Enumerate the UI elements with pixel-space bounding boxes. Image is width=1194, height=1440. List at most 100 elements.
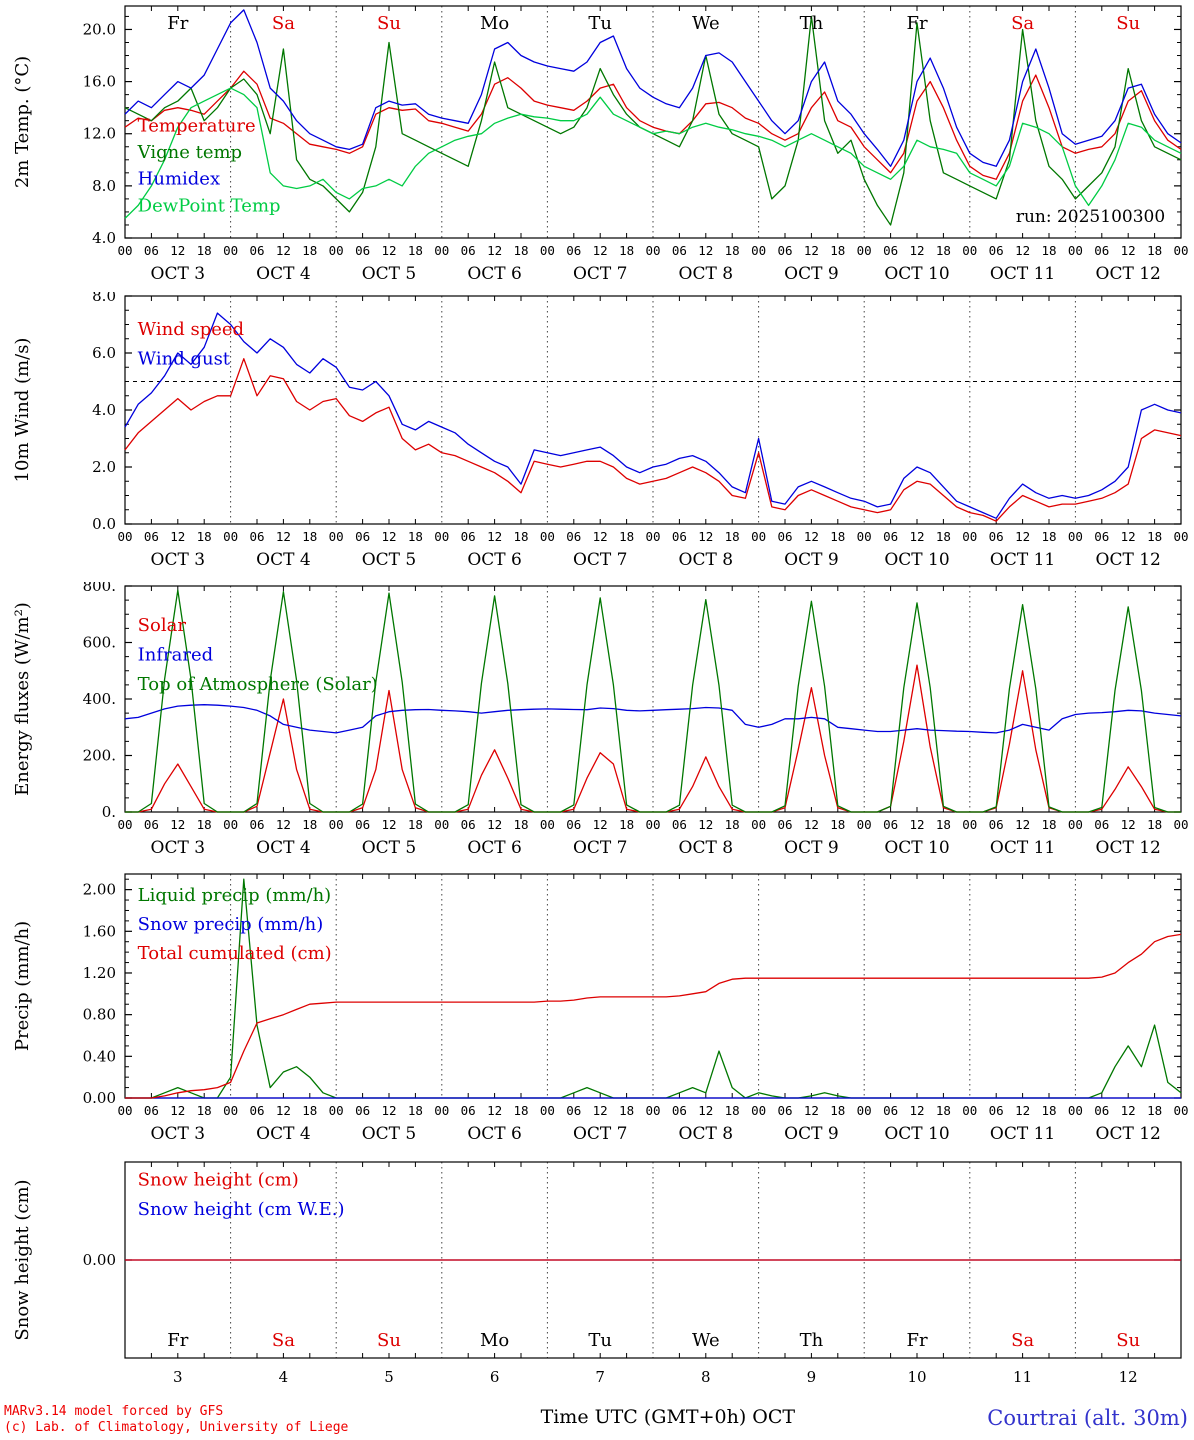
day-name-label: Fr bbox=[167, 13, 188, 34]
legend-solar: Solar bbox=[138, 615, 187, 636]
hour-label: 06 bbox=[672, 1103, 687, 1118]
date-label: OCT 7 bbox=[573, 1124, 628, 1144]
hour-label: 12 bbox=[698, 243, 713, 258]
hour-label: 06 bbox=[249, 243, 264, 258]
date-label: OCT 12 bbox=[1096, 838, 1161, 858]
hour-label: 00 bbox=[1173, 529, 1188, 544]
hour-label: 12 bbox=[487, 243, 502, 258]
date-label: OCT 9 bbox=[784, 264, 839, 284]
day-name-label: Fr bbox=[906, 13, 927, 34]
date-label: OCT 7 bbox=[573, 838, 628, 858]
hour-label: 06 bbox=[461, 529, 476, 544]
station-label: Courtrai (alt. 30m) bbox=[987, 1406, 1188, 1430]
day-name-label: Th bbox=[800, 1330, 824, 1351]
hour-label: 06 bbox=[144, 529, 159, 544]
hour-label: 12 bbox=[909, 1103, 924, 1118]
hour-label: 00 bbox=[329, 243, 344, 258]
hour-label: 06 bbox=[461, 1103, 476, 1118]
day-number-label: 8 bbox=[701, 1368, 711, 1386]
day-name-label: Fr bbox=[167, 1330, 188, 1351]
hour-label: 00 bbox=[751, 243, 766, 258]
hour-label: 12 bbox=[804, 243, 819, 258]
hour-label: 12 bbox=[909, 243, 924, 258]
y-tick-label: 800. bbox=[83, 582, 116, 595]
hour-label: 12 bbox=[698, 1103, 713, 1118]
hour-label: 00 bbox=[645, 1103, 660, 1118]
legend-top-of-atmosphere-solar-: Top of Atmosphere (Solar) bbox=[138, 674, 378, 695]
hour-label: 12 bbox=[381, 243, 396, 258]
plot-frame bbox=[124, 295, 1182, 525]
hour-label: 00 bbox=[1068, 1103, 1083, 1118]
day-name-label: Sa bbox=[272, 13, 295, 34]
hour-label: 00 bbox=[540, 817, 555, 832]
hour-label: 18 bbox=[408, 817, 423, 832]
hour-label: 12 bbox=[170, 529, 185, 544]
y-tick-label: 8.0 bbox=[92, 177, 116, 195]
hour-label: 12 bbox=[593, 1103, 608, 1118]
hour-label: 18 bbox=[1147, 243, 1162, 258]
hour-label: 00 bbox=[1173, 817, 1188, 832]
hour-label: 12 bbox=[381, 1103, 396, 1118]
date-label: OCT 9 bbox=[784, 1124, 839, 1144]
series-temperature bbox=[124, 70, 1182, 180]
date-label: OCT 3 bbox=[151, 1124, 206, 1144]
hour-label: 18 bbox=[197, 529, 212, 544]
date-label: OCT 5 bbox=[362, 838, 417, 858]
date-label: OCT 10 bbox=[884, 550, 949, 570]
hour-label: 00 bbox=[962, 243, 977, 258]
hour-label: 06 bbox=[144, 243, 159, 258]
hour-label: 18 bbox=[936, 817, 951, 832]
hour-label: 00 bbox=[1173, 243, 1188, 258]
hour-label: 18 bbox=[830, 1103, 845, 1118]
legend-vigne-temp: Vigne temp bbox=[137, 142, 242, 163]
hour-label: 12 bbox=[593, 529, 608, 544]
hour-label: 00 bbox=[751, 529, 766, 544]
date-label: OCT 11 bbox=[990, 264, 1055, 284]
hour-label: 18 bbox=[513, 817, 528, 832]
hour-label: 12 bbox=[276, 817, 291, 832]
hour-label: 06 bbox=[777, 529, 792, 544]
day-number-label: 3 bbox=[173, 1368, 183, 1386]
date-label: OCT 9 bbox=[784, 550, 839, 570]
y-tick-label: 1.20 bbox=[83, 964, 116, 982]
y-tick-label: 0. bbox=[102, 803, 116, 821]
hour-label: 12 bbox=[276, 529, 291, 544]
hour-label: 06 bbox=[883, 817, 898, 832]
hour-label: 18 bbox=[725, 1103, 740, 1118]
hour-label: 00 bbox=[962, 529, 977, 544]
hour-label: 18 bbox=[619, 1103, 634, 1118]
date-label: OCT 12 bbox=[1096, 1124, 1161, 1144]
model-credit: MARv3.14 model forced by GFS bbox=[4, 1403, 224, 1419]
hour-label: 12 bbox=[487, 1103, 502, 1118]
date-label: OCT 4 bbox=[256, 1124, 311, 1144]
precip-panel-chart: 0.00 0.40 0.80 1.20 1.60 2.00 Liquid precip (m… bbox=[12, 873, 1189, 1144]
y-tick-label: 600. bbox=[83, 634, 116, 652]
legend-dewpoint-temp: DewPoint Temp bbox=[138, 195, 281, 216]
hour-label: 06 bbox=[566, 529, 581, 544]
y-tick-label: 1.60 bbox=[83, 922, 116, 940]
hour-label: 12 bbox=[170, 1103, 185, 1118]
snow-panel: 0.00 Snow height (cm) Snow height (cm W.E.… bbox=[0, 1158, 1194, 1398]
legend-wind-speed: Wind speed bbox=[138, 319, 244, 340]
lab-credit: (c) Lab. of Climatology, University of L… bbox=[4, 1419, 349, 1435]
y-tick-label: 0.80 bbox=[83, 1006, 116, 1024]
day-name-label: Su bbox=[377, 1330, 401, 1351]
hour-label: 06 bbox=[989, 243, 1004, 258]
date-label: OCT 6 bbox=[467, 264, 522, 284]
y-tick-label: 6.0 bbox=[92, 344, 116, 362]
day-name-label: Tu bbox=[588, 1330, 612, 1351]
x-axis-title: Time UTC (GMT+0h) OCT bbox=[540, 1406, 796, 1428]
y-tick-label: 4.0 bbox=[92, 401, 116, 419]
hour-label: 12 bbox=[1015, 817, 1030, 832]
series-humidex bbox=[124, 9, 1182, 167]
hour-label: 06 bbox=[672, 243, 687, 258]
day-name-label: Mo bbox=[480, 13, 509, 34]
day-number-label: 5 bbox=[384, 1368, 394, 1386]
wind-panel-chart: 0.0 2.0 4.0 6.0 8.0 Wind speed Wind gust 00 06 12… bbox=[12, 292, 1189, 570]
date-label: OCT 12 bbox=[1096, 264, 1161, 284]
hour-label: 12 bbox=[1015, 243, 1030, 258]
date-label: OCT 6 bbox=[467, 1124, 522, 1144]
hour-label: 18 bbox=[513, 529, 528, 544]
legend-snow-precip-mm-h-: Snow precip (mm/h) bbox=[138, 914, 324, 935]
